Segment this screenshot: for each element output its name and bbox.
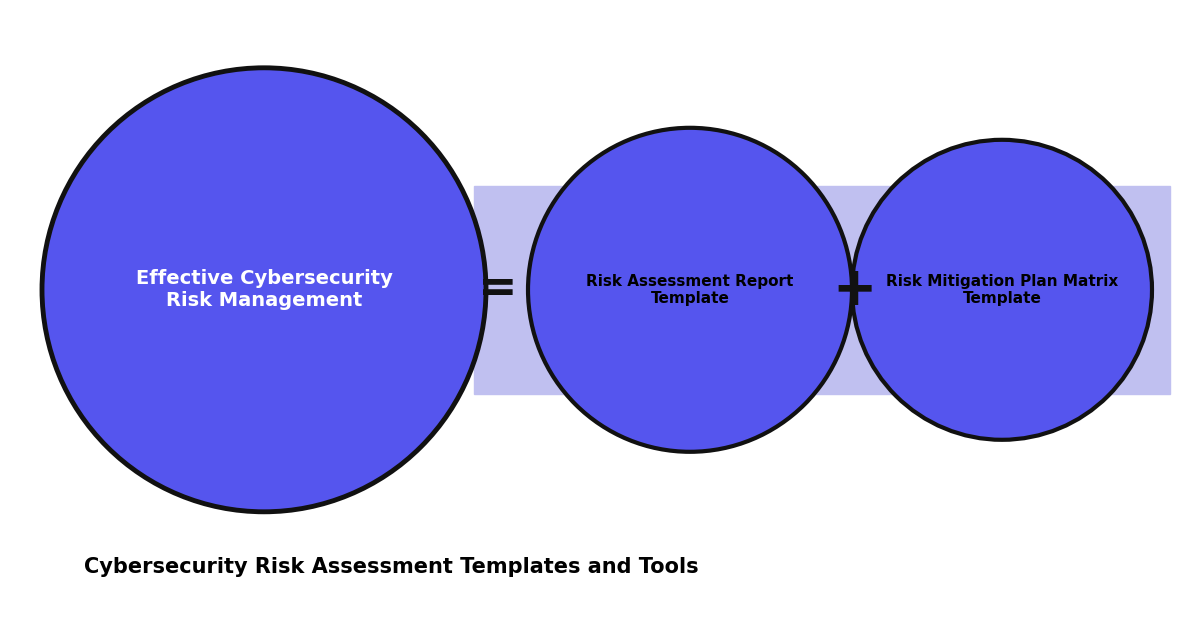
Text: Risk Assessment Report
Template: Risk Assessment Report Template xyxy=(587,273,793,306)
Text: =: = xyxy=(478,267,518,312)
Text: Effective Cybersecurity
Risk Management: Effective Cybersecurity Risk Management xyxy=(136,269,392,311)
Text: Risk Mitigation Plan Matrix
Template: Risk Mitigation Plan Matrix Template xyxy=(886,273,1118,306)
Text: +: + xyxy=(833,264,876,316)
Text: Cybersecurity Risk Assessment Templates and Tools: Cybersecurity Risk Assessment Templates … xyxy=(84,557,698,577)
Bar xyxy=(474,186,1170,394)
Circle shape xyxy=(528,128,852,452)
Circle shape xyxy=(852,140,1152,440)
Circle shape xyxy=(42,68,486,512)
